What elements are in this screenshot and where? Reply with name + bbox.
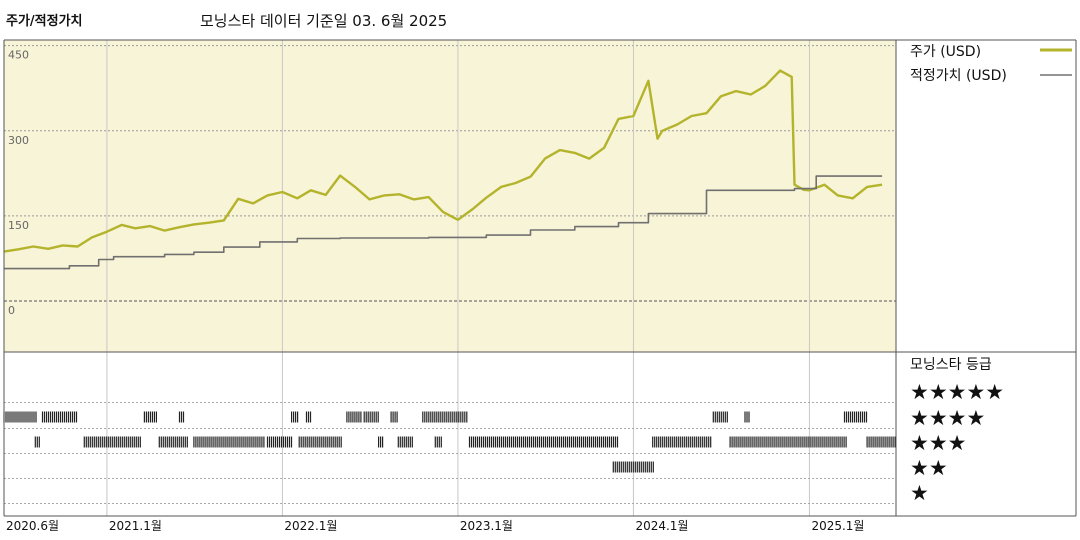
y-tick-label: 150 (8, 219, 29, 232)
legend-price-label: 주가 (USD) (910, 44, 981, 60)
price-series-line (3, 69, 883, 253)
legend-fair-value-label: 적정가치 (USD) (910, 68, 1007, 84)
rating-panel (3, 411, 896, 473)
legend: 주가 (USD)적정가치 (USD)모닝스타 등급★★★★★★★★★★★★★★★ (910, 44, 1072, 505)
grid (3, 40, 896, 516)
rating-level-stars: ★★ (910, 456, 948, 480)
x-tick-label: 2021.1월 (109, 519, 162, 533)
series-layer (3, 69, 883, 270)
x-tick-label: 2022.1월 (284, 519, 337, 533)
chart-frame (3, 39, 1077, 517)
x-tick-label: 2023.1월 (460, 519, 513, 533)
y-tick-label: 0 (8, 304, 15, 317)
rating-level-stars: ★★★★ (910, 406, 985, 430)
x-axis-ticks: 2020.6월 2021.1월 2022.1월 2023.1월 2024.1월 2025.… (6, 519, 864, 533)
rating-panel-title: 모닝스타 등급 (910, 357, 992, 373)
chart-title: 주가/적정가치 (6, 14, 83, 29)
y-tick-label: 450 (8, 49, 29, 62)
fair-value-series-line (4, 175, 883, 270)
y-tick-label: 300 (8, 134, 29, 147)
rating-level-stars: ★★★ (910, 431, 966, 455)
y-axis-ticks: 450 300 150 0 (8, 49, 29, 317)
data-date-subtitle: 모닝스타 데이터 기준일 03. 6월 2025 (200, 12, 448, 30)
plot-area (4, 40, 896, 352)
rating-level-stars: ★★★★★ (910, 380, 1004, 404)
x-tick-label: 2025.1월 (811, 519, 864, 533)
x-tick-label: 2020.6월 (6, 519, 59, 533)
rating-level-stars: ★ (910, 481, 929, 505)
x-tick-label: 2024.1월 (635, 519, 688, 533)
